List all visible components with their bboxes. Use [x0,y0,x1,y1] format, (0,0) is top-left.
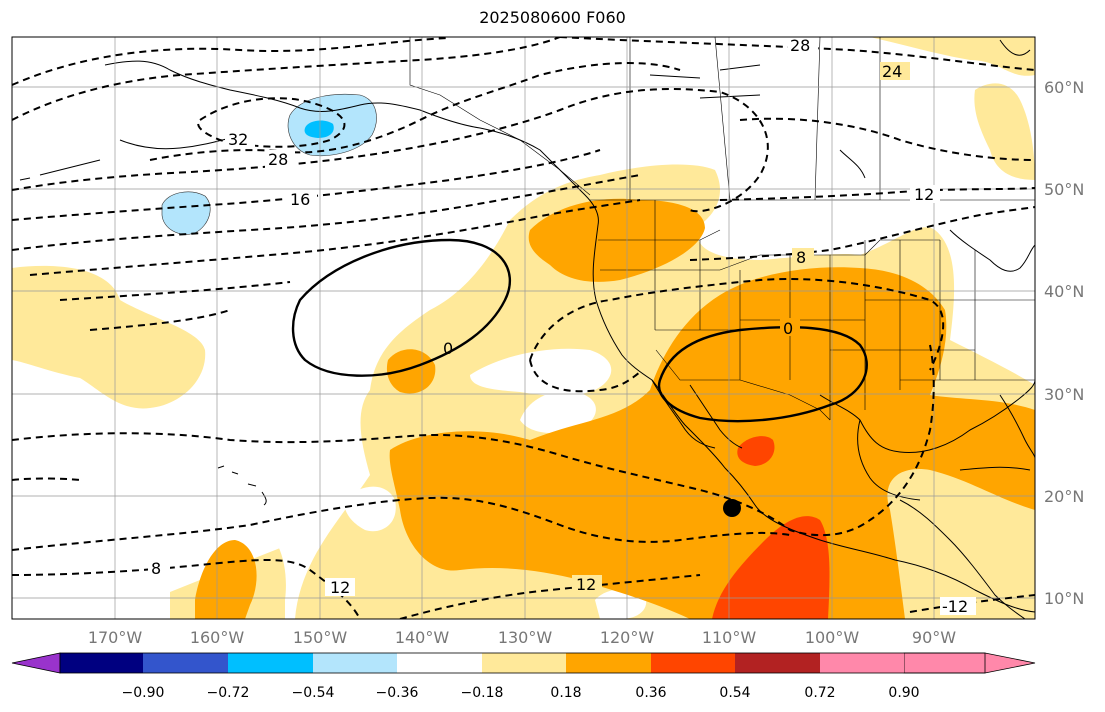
contour-label: 24 [882,62,902,81]
political-borders [409,37,1035,421]
lat-tick-label: 10°N [1044,589,1084,608]
colorbar-tick-label: −0.90 [122,685,165,701]
colorbar-segment [820,653,904,673]
chart-title: 2025080600 F060 [479,8,626,27]
lon-axis: 170°W 160°W 150°W 140°W 130°W 120°W 110°… [88,628,956,647]
contour-label: 28 [268,150,288,169]
colorbar-tick-label: 0.54 [719,685,750,701]
zero-contours [291,238,868,423]
colorbar-tick-label: −0.54 [292,685,335,701]
contour-label: 12 [914,185,934,204]
colorbar-tick-label: 0.72 [804,685,835,701]
lon-tick-label: 100°W [805,628,860,647]
colorbar-segment [566,653,651,673]
lon-tick-label: 140°W [395,628,450,647]
lon-tick-label: 120°W [600,628,655,647]
contour-label: 8 [796,248,806,267]
colorbar-segment [313,653,397,673]
contour-label: -12 [942,597,968,616]
colorbar-segment [60,653,143,673]
colorbar-tick-label: 0.90 [888,685,919,701]
lon-tick-label: 160°W [190,628,245,647]
colorbar-segment [482,653,566,673]
colorbar-extend-low [11,652,61,674]
colorbar-tick-label: −0.72 [207,685,250,701]
colorbar-tick-label: 0.36 [635,685,666,701]
contour-label-group: 28 24 32 28 16 12 8 0 0 8 12 12 -12 [148,36,976,616]
contour-label: 0 [783,319,793,338]
contour-label: 28 [790,36,810,55]
fill-negative [161,94,377,235]
lon-tick-label: 110°W [702,628,757,647]
colorbar: −0.90 −0.72 −0.54 −0.36 −0.18 0.18 0.36 … [11,652,1036,701]
colorbar-tick-label: −0.18 [461,685,504,701]
lon-tick-label: 90°W [912,628,956,647]
map-frame [11,36,1036,620]
fill-0.36-0.54 [195,198,1035,619]
colorbar-segment [735,653,820,673]
colorbar-segment [651,653,735,673]
lon-tick-label: 130°W [498,628,553,647]
colorbar-tick-label: 0.18 [550,685,581,701]
lon-tick-label: 150°W [293,628,348,647]
lon-tick-label: 170°W [88,628,143,647]
fill-0.54-0.72 [712,436,830,619]
contour-label: 8 [151,559,161,578]
dashed-contours [12,37,1035,619]
contour-label: 12 [576,575,596,594]
colorbar-tick-label: −0.36 [376,685,419,701]
contour-label: 16 [290,190,310,209]
colorbar-segment [228,653,313,673]
lat-tick-label: 40°N [1044,282,1084,301]
colorbar-segment [397,653,482,673]
lat-tick-label: 20°N [1044,487,1084,506]
map-panel: 28 24 32 28 16 12 8 0 0 8 12 12 -12 [12,36,1035,619]
contour-label: 0 [443,339,453,358]
colorbar-segment [143,653,228,673]
contour-label: 12 [330,578,350,597]
colorbar-extend-high [903,652,1036,674]
location-marker [723,499,741,517]
lat-tick-label: 50°N [1044,180,1084,199]
lat-tick-label: 60°N [1044,78,1084,97]
lat-axis: 60°N 50°N 40°N 30°N 20°N 10°N [1044,78,1084,608]
contour-label: 32 [228,130,248,149]
lat-tick-label: 30°N [1044,385,1084,404]
